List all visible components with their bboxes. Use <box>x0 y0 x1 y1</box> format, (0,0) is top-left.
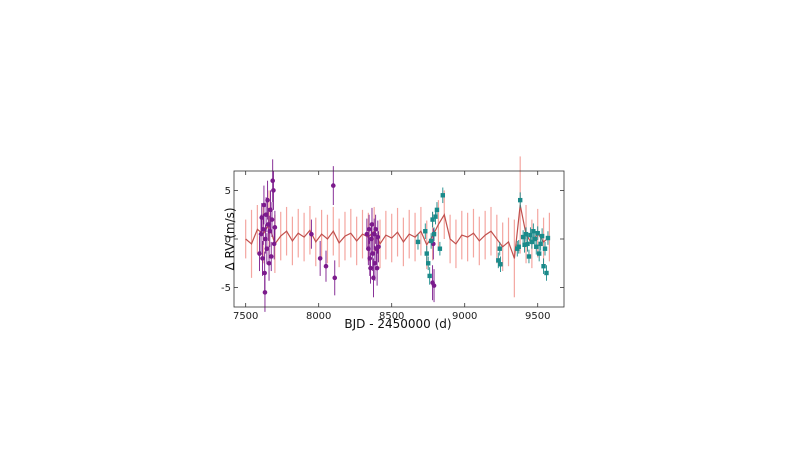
data-point <box>526 254 532 259</box>
x-tick-label: 9000 <box>452 311 477 322</box>
data-point <box>544 270 549 276</box>
data-point <box>269 217 275 222</box>
data-point <box>427 273 432 279</box>
data-point <box>520 234 526 240</box>
data-point <box>522 242 527 248</box>
axis-ticks: 7500 8000 8500 9000 9500 5 0 -5 <box>221 171 564 322</box>
data-point <box>531 229 536 234</box>
data-point <box>323 263 329 269</box>
data-point <box>517 197 523 203</box>
y-tick-label: 5 <box>225 186 231 197</box>
data-point <box>528 232 533 238</box>
data-point <box>437 246 443 251</box>
data-point <box>534 244 539 249</box>
data-point <box>423 229 428 234</box>
y-axis-label: Δ RV (m/s) <box>223 207 237 270</box>
x-tick-label: 8000 <box>306 311 331 322</box>
x-axis-label: BJD - 2450000 (d) <box>344 317 451 331</box>
data-point <box>525 241 530 247</box>
data-point <box>545 235 551 241</box>
data-point <box>415 239 421 245</box>
data-point <box>261 202 267 208</box>
data-point <box>332 275 338 281</box>
model-uncertainty-band <box>245 156 550 298</box>
data-point <box>538 241 543 247</box>
data-point <box>271 241 277 247</box>
data-point <box>369 222 375 227</box>
data-point <box>370 251 376 256</box>
data-point <box>264 246 270 252</box>
data-point <box>272 225 278 230</box>
data-point <box>529 239 535 245</box>
data-point <box>309 231 314 237</box>
data-point <box>270 178 275 184</box>
data-point <box>376 244 381 250</box>
data-points <box>257 159 551 312</box>
data-point <box>516 244 521 249</box>
data-point <box>258 231 264 237</box>
y-tick-label: 0 <box>225 235 231 246</box>
data-point <box>532 236 537 242</box>
data-point <box>535 230 540 236</box>
data-point <box>434 207 440 213</box>
data-point <box>498 262 503 267</box>
model-curve <box>245 204 550 259</box>
data-point <box>266 260 272 266</box>
data-point <box>496 258 501 263</box>
data-point <box>433 214 438 219</box>
data-point <box>260 226 266 232</box>
data-point <box>271 188 276 193</box>
x-tick-label: 7500 <box>233 311 258 322</box>
data-point <box>267 228 273 234</box>
data-point <box>424 251 429 256</box>
data-point <box>430 217 435 222</box>
data-point <box>375 234 381 240</box>
x-tick-label: 8500 <box>379 311 404 322</box>
data-point <box>431 283 437 288</box>
data-point <box>268 254 274 259</box>
model-line <box>245 204 550 259</box>
y-tick-label: -5 <box>221 283 231 294</box>
data-point <box>497 246 502 251</box>
data-point <box>330 183 336 188</box>
data-point <box>426 261 431 266</box>
data-point <box>541 264 546 269</box>
data-point <box>539 233 545 239</box>
data-point <box>366 226 372 232</box>
data-point <box>317 256 323 261</box>
data-point <box>265 197 270 203</box>
data-point <box>374 265 380 271</box>
data-point <box>523 231 529 237</box>
data-point <box>260 256 265 261</box>
data-point <box>431 231 437 237</box>
data-point <box>542 246 548 251</box>
data-point <box>367 256 373 261</box>
data-point <box>440 193 446 198</box>
data-point <box>262 290 268 295</box>
x-tick-label: 9500 <box>525 311 550 322</box>
data-point <box>373 226 378 232</box>
data-point <box>368 265 373 271</box>
data-point <box>536 251 542 256</box>
data-point <box>428 238 434 244</box>
